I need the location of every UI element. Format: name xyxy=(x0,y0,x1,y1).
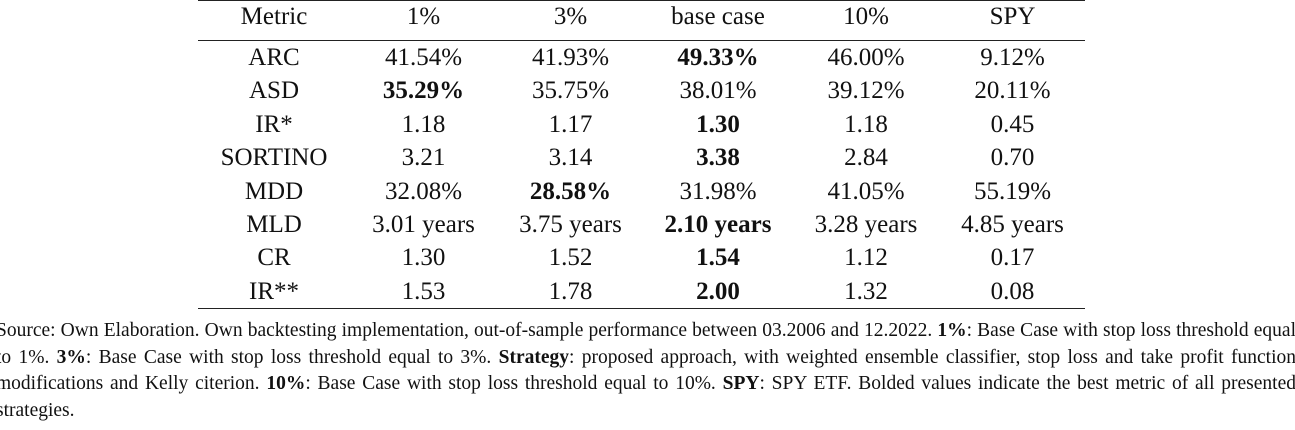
table-row: ARC 41.54% 41.93% 49.33% 46.00% 9.12% xyxy=(198,41,1085,75)
metric-name-cell: MLD xyxy=(246,211,302,239)
metric-value-cell: 28.58% xyxy=(529,177,612,205)
metric-name-cell: IR* xyxy=(255,110,293,138)
metric-value-cell: 1.18 xyxy=(401,110,446,138)
header-3pct: 3% xyxy=(553,3,588,30)
metric-value-cell: 3.21 xyxy=(401,144,446,172)
metric-value-cell: 1.18 xyxy=(844,110,888,138)
metric-value-cell: 3.75 years xyxy=(519,211,622,239)
caption-term-strategy: Strategy xyxy=(498,346,570,368)
table-header: Metric 1% 3% base case 10% SPY xyxy=(198,0,1085,41)
metric-value-cell: 1.32 xyxy=(844,277,888,305)
metric-value-cell: 1.30 xyxy=(401,244,446,272)
caption-term-spy: SPY xyxy=(722,373,760,394)
metric-value-cell: 2.84 xyxy=(844,144,888,172)
metric-value-cell: 1.54 xyxy=(696,244,740,272)
caption-desc-strategy: : proposed approach, with weighted ensem… xyxy=(0,346,1295,395)
caption-intro: Source: Own Elaboration. Own backtesting… xyxy=(0,320,933,341)
header-row: Metric 1% 3% base case 10% SPY xyxy=(198,0,1085,41)
metric-name-cell: SORTINO xyxy=(220,144,328,172)
metric-name-cell: IR** xyxy=(249,277,299,305)
header-spy: SPY xyxy=(989,3,1036,30)
metric-value-cell: 3.01 years xyxy=(372,211,475,239)
metric-value-cell: 55.19% xyxy=(973,177,1052,205)
caption-desc-spy: : SPY ETF. Bolded values indicate the be… xyxy=(0,373,1295,421)
metric-name-cell: ASD xyxy=(248,77,299,105)
table-body: ARC 41.54% 41.93% 49.33% 46.00% 9.12% ASD 35.29… xyxy=(198,41,1085,309)
metric-value-cell: 41.93% xyxy=(531,44,610,71)
table-row: MLD 3.01 years 3.75 years 2.10 years 3.28 ye… xyxy=(198,208,1085,241)
metric-value-cell: 3.14 xyxy=(548,144,593,172)
header-metric: Metric xyxy=(240,3,308,30)
caption-term-1pct: 1% xyxy=(937,320,967,341)
metric-value-cell: 1.53 xyxy=(401,277,446,305)
table-row: SORTINO 3.21 3.14 3.38 2.84 0.70 xyxy=(198,141,1085,174)
metric-value-cell: 31.98% xyxy=(679,177,757,205)
metric-value-cell: 1.30 xyxy=(696,110,740,138)
table-row: CR 1.30 1.52 1.54 1.12 0.17 xyxy=(198,241,1085,274)
metric-value-cell: 3.38 xyxy=(696,144,740,172)
metric-value-cell: 0.08 xyxy=(990,277,1035,305)
metric-value-cell: 2.10 years xyxy=(664,211,772,239)
metric-value-cell: 32.08% xyxy=(384,177,463,205)
results-table: Metric 1% 3% base case 10% SPY ARC 41.54%… xyxy=(198,0,1085,309)
metric-value-cell: 1.17 xyxy=(548,110,593,138)
metric-value-cell: 3.28 years xyxy=(814,211,918,239)
header-1pct: 1% xyxy=(406,3,441,30)
metric-value-cell: 4.85 years xyxy=(961,211,1064,239)
caption-term-10pct: 10% xyxy=(266,373,306,394)
metric-value-cell: 1.12 xyxy=(844,244,888,272)
table-row: ASD 35.29% 35.75% 38.01% 39.12% 20.11% xyxy=(198,74,1085,107)
metric-value-cell: 41.54% xyxy=(384,44,463,71)
metric-value-cell: 35.75% xyxy=(531,77,610,105)
caption-desc-3pct: : Base Case with stop loss threshold equ… xyxy=(85,346,492,368)
table-row: MDD 32.08% 28.58% 31.98% 41.05% 55.19% xyxy=(198,175,1085,208)
caption-term-3pct: 3% xyxy=(56,346,86,368)
metric-value-cell: 0.70 xyxy=(990,144,1035,172)
caption-desc-10pct: : Base Case with stop loss threshold equ… xyxy=(305,373,716,394)
table-row: IR* 1.18 1.17 1.30 1.18 0.45 xyxy=(198,108,1085,141)
metric-value-cell: 46.00% xyxy=(827,44,905,71)
metric-value-cell: 35.29% xyxy=(382,77,465,105)
metric-value-cell: 1.52 xyxy=(548,244,593,272)
metric-value-cell: 38.01% xyxy=(679,77,757,105)
header-10pct: 10% xyxy=(843,3,889,30)
metric-name-cell: CR xyxy=(257,244,291,272)
metric-value-cell: 9.12% xyxy=(980,44,1045,71)
metric-name-cell: ARC xyxy=(248,44,300,71)
table-row: IR** 1.53 1.78 2.00 1.32 0.08 xyxy=(198,275,1085,309)
metric-value-cell: 41.05% xyxy=(827,177,905,205)
metric-value-cell: 39.12% xyxy=(827,77,905,105)
caption-desc-1pct: : Base Case with stop loss threshold equ… xyxy=(0,320,1295,368)
metric-value-cell: 20.11% xyxy=(974,77,1051,105)
metric-value-cell: 49.33% xyxy=(677,44,759,71)
metric-value-cell: 0.45 xyxy=(990,110,1035,138)
results-table-container: Metric 1% 3% base case 10% SPY ARC 41.54%… xyxy=(198,0,1085,309)
metric-value-cell: 1.78 xyxy=(548,277,593,305)
metric-value-cell: 2.00 xyxy=(696,277,740,305)
table-caption: Source: Own Elaboration. Own backtesting… xyxy=(0,318,1295,424)
header-base-case: base case xyxy=(671,3,765,30)
metric-name-cell: MDD xyxy=(244,177,304,205)
metric-value-cell: 0.17 xyxy=(990,244,1035,272)
